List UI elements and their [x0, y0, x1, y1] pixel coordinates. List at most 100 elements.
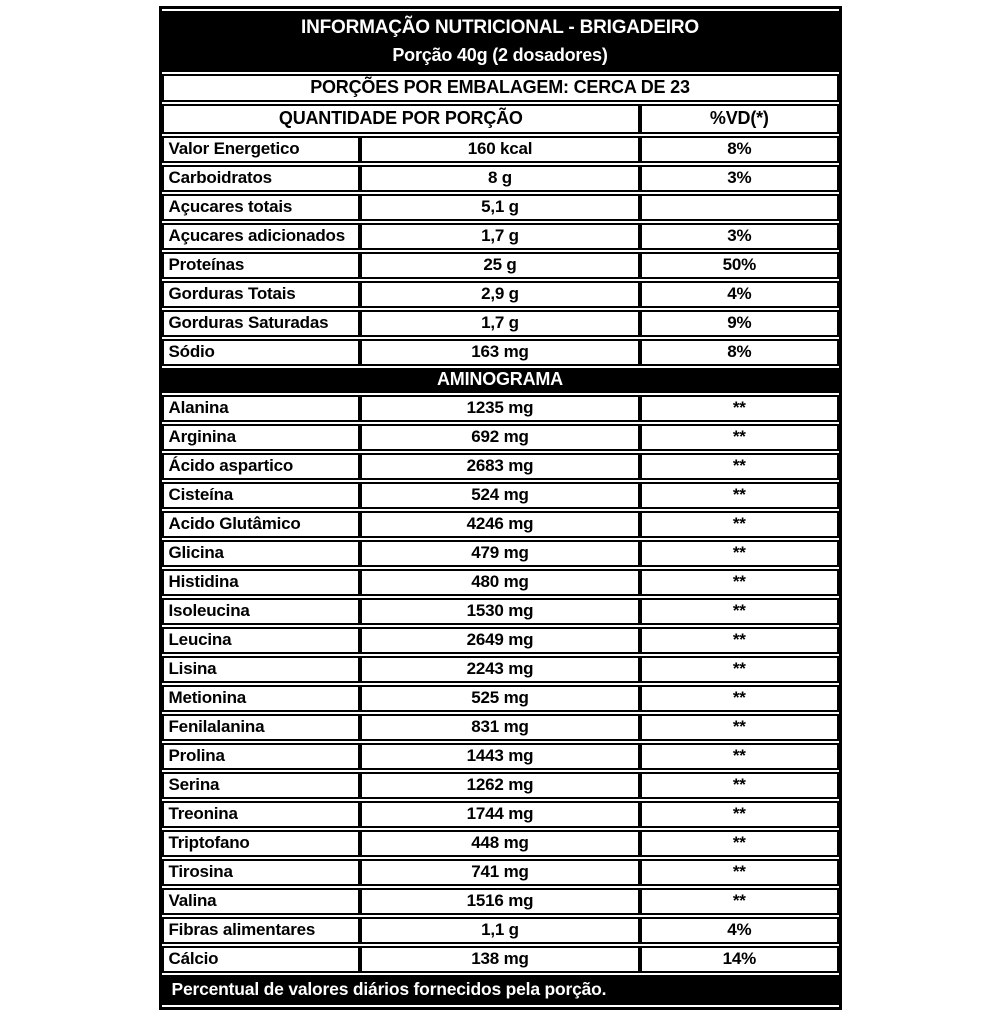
aminogram-rows-section: Alanina 1235 mg ** Arginina 692 mg ** Ác…	[161, 394, 839, 973]
row-label: Fenilalanina	[161, 713, 360, 741]
row-amount: 524 mg	[359, 481, 641, 509]
row-amount: 160 kcal	[359, 135, 641, 163]
row-dv: **	[640, 655, 839, 683]
servings-row: PORÇÕES POR EMBALAGEM: CERCA DE 23	[161, 73, 839, 102]
table-row: Prolina 1443 mg **	[161, 742, 839, 770]
row-amount: 1235 mg	[359, 394, 641, 422]
row-dv: **	[640, 626, 839, 654]
row-amount: 25 g	[359, 251, 641, 279]
row-label: Leucina	[161, 626, 360, 654]
row-label: Alanina	[161, 394, 360, 422]
table-row: Arginina 692 mg **	[161, 423, 839, 451]
table-row: Metionina 525 mg **	[161, 684, 839, 712]
row-dv: **	[640, 539, 839, 567]
row-label: Tirosina	[161, 858, 360, 886]
aminogram-section-title: AMINOGRAMA	[161, 367, 839, 393]
table-row: Valina 1516 mg **	[161, 887, 839, 915]
row-amount: 1,7 g	[359, 222, 641, 250]
row-dv: **	[640, 452, 839, 480]
row-label: Triptofano	[161, 829, 360, 857]
row-amount: 831 mg	[359, 713, 641, 741]
table-row: Lisina 2243 mg **	[161, 655, 839, 683]
row-dv: 14%	[640, 945, 839, 973]
row-dv: **	[640, 684, 839, 712]
row-amount: 448 mg	[359, 829, 641, 857]
row-dv: 8%	[640, 338, 839, 366]
row-amount: 1744 mg	[359, 800, 641, 828]
table-row: Tirosina 741 mg **	[161, 858, 839, 886]
row-dv: 4%	[640, 280, 839, 308]
row-label: Cálcio	[161, 945, 360, 973]
row-dv: 4%	[640, 916, 839, 944]
row-dv: **	[640, 510, 839, 538]
table-row: Gorduras Saturadas 1,7 g 9%	[161, 309, 839, 337]
row-dv: **	[640, 800, 839, 828]
row-label: Carboidratos	[161, 164, 360, 192]
table-row: Fibras alimentares 1,1 g 4%	[161, 916, 839, 944]
row-label: Isoleucina	[161, 597, 360, 625]
row-dv: **	[640, 597, 839, 625]
table-row: Cisteína 524 mg **	[161, 481, 839, 509]
row-label: Gorduras Totais	[161, 280, 360, 308]
row-dv: 3%	[640, 164, 839, 192]
row-amount: 2,9 g	[359, 280, 641, 308]
serving-size-subtitle: Porção 40g (2 dosadores)	[392, 44, 608, 65]
row-label: Serina	[161, 771, 360, 799]
footnote-row: Percentual de valores diários fornecidos…	[161, 974, 839, 1005]
daily-value-footnote: Percentual de valores diários fornecidos…	[161, 974, 839, 1005]
table-row: Triptofano 448 mg **	[161, 829, 839, 857]
row-dv	[640, 193, 839, 221]
table-row: Acido Glutâmico 4246 mg **	[161, 510, 839, 538]
row-label: Proteínas	[161, 251, 360, 279]
row-label: Gorduras Saturadas	[161, 309, 360, 337]
row-label: Açucares adicionados	[161, 222, 360, 250]
table-row: Proteínas 25 g 50%	[161, 251, 839, 279]
row-label: Prolina	[161, 742, 360, 770]
row-amount: 2683 mg	[359, 452, 641, 480]
row-dv: **	[640, 829, 839, 857]
row-label: Metionina	[161, 684, 360, 712]
row-dv: 9%	[640, 309, 839, 337]
table-row: Cálcio 138 mg 14%	[161, 945, 839, 973]
table-row: Ácido aspartico 2683 mg **	[161, 452, 839, 480]
table-row: Gorduras Totais 2,9 g 4%	[161, 280, 839, 308]
row-dv: **	[640, 481, 839, 509]
row-dv: 8%	[640, 135, 839, 163]
row-dv: 50%	[640, 251, 839, 279]
row-amount: 480 mg	[359, 568, 641, 596]
row-dv: **	[640, 887, 839, 915]
nutrient-rows-section: Valor Energetico 160 kcal 8% Carboidrato…	[161, 135, 839, 366]
table-row: Valor Energetico 160 kcal 8%	[161, 135, 839, 163]
row-label: Lisina	[161, 655, 360, 683]
table-row: Açucares adicionados 1,7 g 3%	[161, 222, 839, 250]
row-amount: 8 g	[359, 164, 641, 192]
row-amount: 4246 mg	[359, 510, 641, 538]
row-amount: 1443 mg	[359, 742, 641, 770]
nutrition-table: INFORMAÇÃO NUTRICIONAL - BRIGADEIRO Porç…	[158, 6, 842, 1010]
row-dv: **	[640, 713, 839, 741]
table-row: Sódio 163 mg 8%	[161, 338, 839, 366]
row-dv: **	[640, 568, 839, 596]
row-dv: **	[640, 858, 839, 886]
row-amount: 2649 mg	[359, 626, 641, 654]
row-label: Acido Glutâmico	[161, 510, 360, 538]
row-label: Histidina	[161, 568, 360, 596]
table-row: Leucina 2649 mg **	[161, 626, 839, 654]
aminogram-header-row: AMINOGRAMA	[161, 367, 839, 393]
row-label: Fibras alimentares	[161, 916, 360, 944]
table-row: Carboidratos 8 g 3%	[161, 164, 839, 192]
row-label: Valor Energetico	[161, 135, 360, 163]
table-title-row: INFORMAÇÃO NUTRICIONAL - BRIGADEIRO Porç…	[161, 11, 839, 72]
row-amount: 1,7 g	[359, 309, 641, 337]
table-row: Histidina 480 mg **	[161, 568, 839, 596]
table-title-cell: INFORMAÇÃO NUTRICIONAL - BRIGADEIRO Porç…	[161, 11, 839, 72]
table-row: Serina 1262 mg **	[161, 771, 839, 799]
row-amount: 525 mg	[359, 684, 641, 712]
row-amount: 1516 mg	[359, 887, 641, 915]
row-dv: 3%	[640, 222, 839, 250]
row-amount: 163 mg	[359, 338, 641, 366]
table-row: Alanina 1235 mg **	[161, 394, 839, 422]
table-row: Treonina 1744 mg **	[161, 800, 839, 828]
row-label: Cisteína	[161, 481, 360, 509]
